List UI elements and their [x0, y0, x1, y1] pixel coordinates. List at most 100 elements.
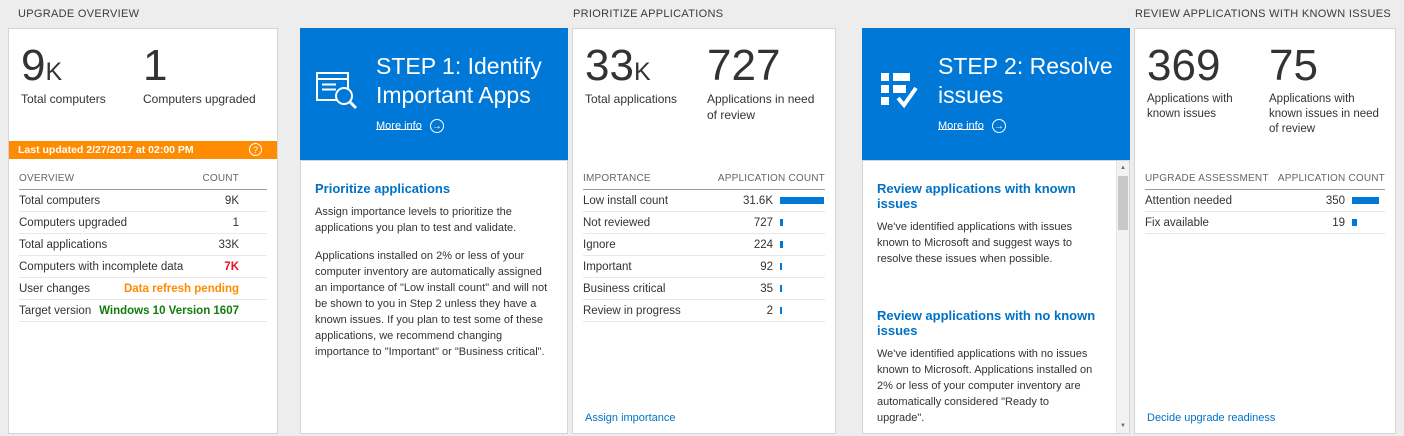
- more-info-link[interactable]: More info: [938, 119, 984, 132]
- overview-stats: 9K Total computers 1 Computers upgraded: [9, 29, 277, 108]
- column-header: OVERVIEW: [19, 173, 75, 184]
- row-value: 727: [753, 216, 773, 229]
- stat-computers-upgraded[interactable]: 1 Computers upgraded: [143, 44, 277, 108]
- stat-suffix: K: [633, 58, 651, 86]
- row-label: Low install count: [583, 194, 669, 207]
- stat-total-applications[interactable]: 33K Total applications: [585, 44, 707, 123]
- resolve-section-heading[interactable]: Review applications with known issues: [877, 181, 1076, 211]
- row-label: Attention needed: [1145, 194, 1232, 207]
- more-info-link[interactable]: More info: [376, 119, 422, 132]
- count-bar: [780, 285, 782, 292]
- known-issues-card: 369 Applications with known issues 75 Ap…: [1134, 28, 1396, 434]
- column-header: APPLICATION COUNT: [717, 173, 825, 184]
- resolve-section-body: We've identified applications with issue…: [877, 221, 1073, 265]
- scroll-up-icon[interactable]: ▲: [1120, 165, 1126, 171]
- decide-upgrade-readiness-link[interactable]: Decide upgrade readiness: [1147, 412, 1276, 424]
- row-value: 350: [1325, 194, 1345, 207]
- bar-cell: [773, 263, 825, 270]
- table-row[interactable]: Not reviewed 727: [583, 212, 825, 234]
- step2-more-info[interactable]: More info →: [938, 118, 1118, 133]
- stat-label: Total applications: [585, 92, 678, 106]
- table-header: OVERVIEW COUNT: [19, 165, 267, 190]
- row-label: Business critical: [583, 282, 666, 295]
- prioritize-paragraph-1: Assign importance levels to prioritize t…: [315, 206, 517, 234]
- table-row[interactable]: Computers with incomplete data 7K: [19, 256, 267, 278]
- table-header: UPGRADE ASSESSMENT APPLICATION COUNT: [1145, 165, 1385, 190]
- table-row[interactable]: Ignore 224: [583, 234, 825, 256]
- stat-apps-in-need-of-review[interactable]: 727 Applications in need of review: [707, 44, 835, 123]
- table-row[interactable]: Computers upgraded 1: [19, 212, 267, 234]
- checklist-check-icon: [876, 52, 938, 160]
- step1-title: STEP 1: Identify Important Apps: [376, 53, 542, 108]
- section-header-upgrade-overview: UPGRADE OVERVIEW: [18, 8, 140, 20]
- arrow-circle-icon[interactable]: →: [429, 118, 444, 133]
- arrow-circle-icon[interactable]: →: [991, 118, 1006, 133]
- row-label: Important: [583, 260, 632, 273]
- stat-value: 75: [1269, 41, 1318, 90]
- row-label: User changes: [19, 282, 90, 295]
- applications-stats-card: 33K Total applications 727 Applications …: [572, 28, 836, 434]
- row-label: Computers upgraded: [19, 216, 128, 229]
- applications-stats: 33K Total applications 727 Applications …: [573, 29, 835, 123]
- table-row[interactable]: Important 92: [583, 256, 825, 278]
- scroll-down-icon[interactable]: ▼: [1120, 423, 1126, 429]
- stat-value: 369: [1147, 41, 1221, 90]
- row-value: 33K: [218, 238, 239, 251]
- scrollbar[interactable]: ▲ ▼: [1116, 161, 1129, 433]
- row-value: 31.6K: [742, 194, 773, 207]
- row-label: Computers with incomplete data: [19, 260, 184, 273]
- row-value: 92: [760, 260, 773, 273]
- row-value: 35: [760, 282, 773, 295]
- table-row[interactable]: Total applications 33K: [19, 234, 267, 256]
- stat-value: 1: [143, 41, 168, 90]
- stat-total-computers[interactable]: 9K Total computers: [21, 44, 143, 108]
- help-icon[interactable]: ?: [249, 143, 262, 156]
- stat-apps-with-known-issues[interactable]: 369 Applications with known issues: [1147, 44, 1269, 137]
- column-header: COUNT: [202, 173, 239, 184]
- column-header: UPGRADE ASSESSMENT: [1145, 173, 1269, 184]
- count-bar: [780, 197, 824, 204]
- row-value: 2: [766, 304, 773, 317]
- count-bar: [780, 241, 783, 248]
- resolve-section: Review applications with no known issues…: [877, 308, 1103, 427]
- bar-cell: [1345, 197, 1385, 204]
- table-row[interactable]: User changes Data refresh pending: [19, 278, 267, 300]
- overview-table: OVERVIEW COUNT Total computers 9K Comput…: [19, 165, 267, 322]
- prioritize-heading: Prioritize applications: [315, 181, 451, 196]
- known-issues-stats: 369 Applications with known issues 75 Ap…: [1135, 29, 1395, 137]
- stat-value: 33: [585, 41, 634, 90]
- resolve-section: Review applications with known issues We…: [877, 181, 1103, 268]
- stat-value: 727: [707, 41, 781, 90]
- row-label: Ignore: [583, 238, 616, 251]
- step2-title: STEP 2: Resolve issues: [938, 53, 1113, 108]
- row-value: 7K: [224, 260, 239, 273]
- count-bar: [780, 307, 782, 314]
- count-bar: [780, 263, 782, 270]
- step1-more-info[interactable]: More info →: [376, 118, 556, 133]
- count-bar: [1352, 197, 1379, 204]
- table-row[interactable]: Fix available 19: [1145, 212, 1385, 234]
- row-label: Fix available: [1145, 216, 1209, 229]
- scrollbar-thumb[interactable]: [1118, 176, 1128, 230]
- table-row[interactable]: Low install count 31.6K: [583, 190, 825, 212]
- last-updated-text: Last updated 2/27/2017 at 02:00 PM: [18, 144, 194, 156]
- table-row[interactable]: Total computers 9K: [19, 190, 267, 212]
- table-row[interactable]: Review in progress 2: [583, 300, 825, 322]
- table-row[interactable]: Target version Windows 10 Version 1607: [19, 300, 267, 322]
- assign-importance-link[interactable]: Assign importance: [585, 412, 676, 424]
- row-label: Total applications: [19, 238, 108, 251]
- last-updated-banner: Last updated 2/27/2017 at 02:00 PM ?: [9, 141, 277, 159]
- row-value: Data refresh pending: [123, 282, 239, 295]
- bar-cell: [773, 219, 825, 226]
- row-value: 1: [232, 216, 239, 229]
- step2-tile[interactable]: STEP 2: Resolve issues More info →: [862, 28, 1130, 160]
- table-row[interactable]: Attention needed 350: [1145, 190, 1385, 212]
- prioritize-paragraph-2: Applications installed on 2% or less of …: [315, 249, 548, 358]
- step1-tile[interactable]: STEP 1: Identify Important Apps More inf…: [300, 28, 568, 160]
- stat-known-issues-need-review[interactable]: 75 Applications with known issues in nee…: [1269, 44, 1395, 137]
- count-bar: [1352, 219, 1357, 226]
- table-row[interactable]: Business critical 35: [583, 278, 825, 300]
- upgrade-overview-card: 9K Total computers 1 Computers upgraded …: [8, 28, 278, 434]
- resolve-section-heading[interactable]: Review applications with no known issues: [877, 307, 1096, 338]
- upgrade-assessment-table: UPGRADE ASSESSMENT APPLICATION COUNT Att…: [1145, 165, 1385, 234]
